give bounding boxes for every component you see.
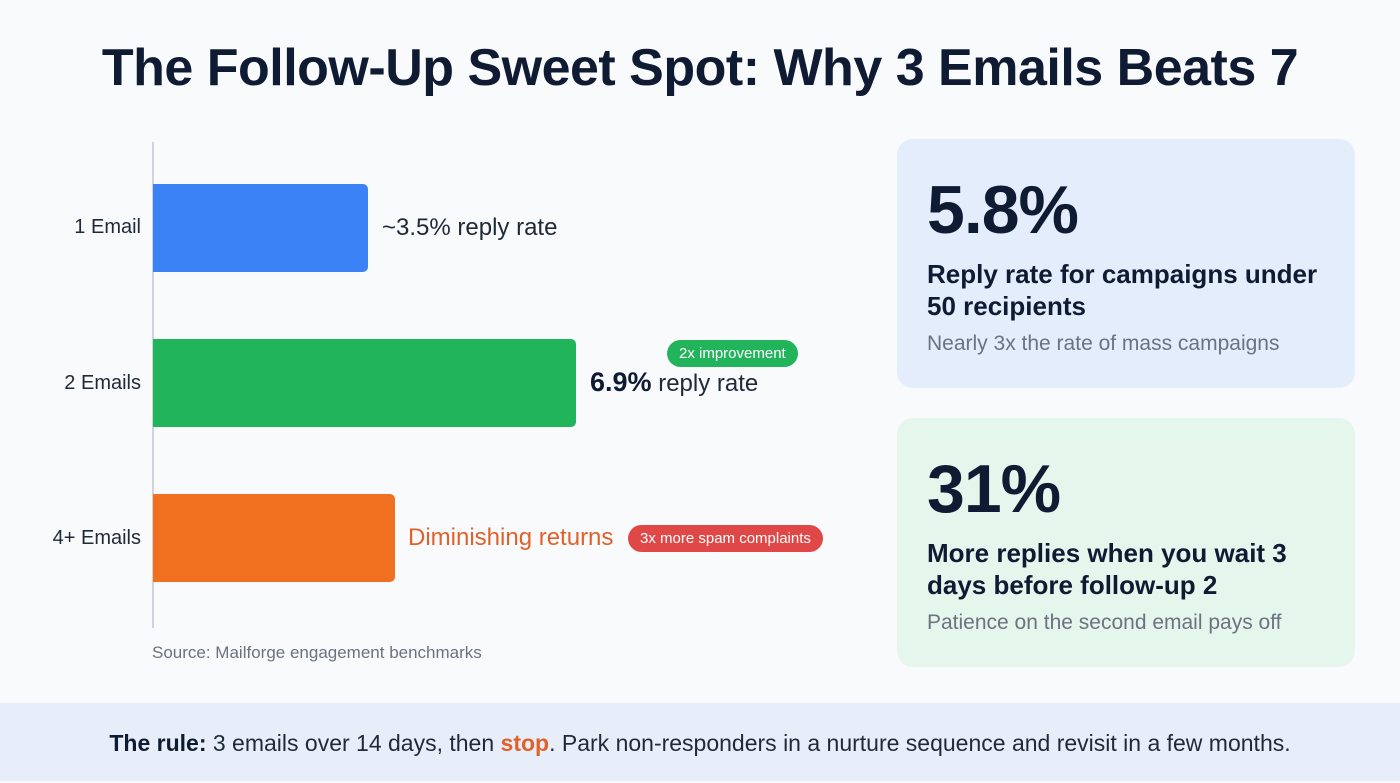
stat-value: 31% xyxy=(927,451,1061,527)
stat-note: Patience on the second email pays off xyxy=(927,611,1282,634)
stat-description: Reply rate for campaigns under 50 recipi… xyxy=(927,259,1318,321)
rule-footer: The rule: 3 emails over 14 days, then st… xyxy=(0,703,1400,781)
bar-value-label-1-email: ~3.5% reply rate xyxy=(382,214,558,241)
page-title: The Follow-Up Sweet Spot: Why 3 Emails B… xyxy=(101,39,1299,97)
y-axis-line xyxy=(152,142,154,628)
category-label-4plus-emails: 4+ Emails xyxy=(52,527,141,549)
spam-complaints-badge: 3x more spam complaints xyxy=(628,525,823,552)
bar-1-email xyxy=(153,184,368,272)
category-label-1-email: 1 Email xyxy=(74,216,141,238)
stat-note: Nearly 3x the rate of mass campaigns xyxy=(927,332,1280,355)
bar-2-emails xyxy=(153,339,576,427)
source-note: Source: Mailforge engagement benchmarks xyxy=(152,643,482,662)
improvement-badge: 2x improvement xyxy=(667,340,798,367)
footer-text-2: . Park non-responders in a nurture seque… xyxy=(549,730,1291,756)
stat-value: 5.8% xyxy=(927,172,1079,248)
footer-stop: stop xyxy=(500,730,550,756)
stat-card-small-campaigns: 5.8% Reply rate for campaigns under 50 r… xyxy=(897,139,1355,388)
bar-chart: 1 Email 2 Emails 4+ Emails ~3.5% reply r… xyxy=(0,130,880,690)
bar-value-label-4plus-emails: Diminishing returns xyxy=(408,524,614,551)
footer-lead: The rule: xyxy=(109,730,207,756)
category-label-2-emails: 2 Emails xyxy=(64,372,141,394)
footer-text-1: 3 emails over 14 days, then xyxy=(206,730,501,756)
bar-4plus-emails xyxy=(153,494,395,582)
stat-description: More replies when you wait 3 days before… xyxy=(927,538,1287,600)
bar-value-label-2-emails: 6.9% reply rate xyxy=(590,367,759,397)
stat-card-wait-3-days: 31% More replies when you wait 3 days be… xyxy=(897,418,1355,667)
